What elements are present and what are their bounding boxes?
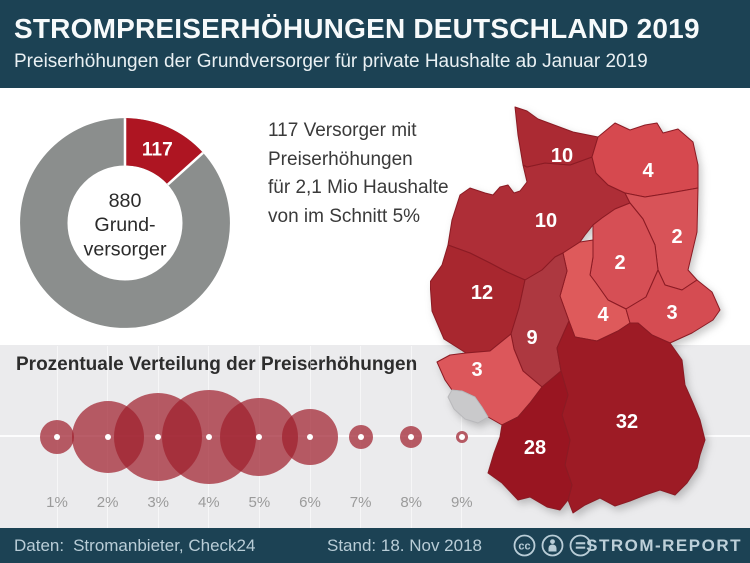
footer: Daten: Stromanbieter, Check24 Stand: 18. … bbox=[0, 528, 750, 563]
summary-line: von im Schnitt 5% bbox=[268, 205, 421, 227]
summary-line: 117 Versorger mit bbox=[268, 120, 417, 141]
donut-highlight-segment bbox=[125, 118, 203, 185]
state-saarland bbox=[447, 389, 489, 424]
bubble-center-dot bbox=[155, 434, 162, 440]
bubble-center-dot bbox=[256, 434, 263, 440]
axis-label-5%: 5% bbox=[248, 494, 271, 511]
state-rheinland-pfalz bbox=[436, 333, 543, 426]
data-date: Stand: 18. Nov 2018 bbox=[327, 536, 483, 555]
bubble-center-dot bbox=[307, 434, 313, 440]
bubble-center-dot bbox=[408, 434, 415, 440]
license-icons: cc bbox=[513, 534, 592, 557]
distribution-title: Prozentuale Verteilung der Preiserhöhung… bbox=[16, 354, 418, 375]
bubble-center-dot bbox=[205, 434, 212, 440]
state-mecklenburg-vorpommern bbox=[591, 122, 699, 198]
data-source-label: Daten: bbox=[14, 536, 65, 555]
axis-label-4%: 4% bbox=[197, 494, 220, 511]
page-title: STROMPREISERHÖHUNGEN DEUTSCHLAND 2019 bbox=[14, 13, 700, 44]
state-schleswig-holstein bbox=[514, 106, 599, 168]
state-value-bayern: 32 bbox=[616, 411, 638, 433]
state-value-sachsen-anhalt: 2 bbox=[614, 252, 625, 274]
bubble-center-dot bbox=[357, 434, 364, 440]
donut-center-label-1: Grund- bbox=[94, 214, 155, 236]
axis-label-3%: 3% bbox=[147, 494, 170, 511]
summary-line: für 2,1 Mio Haushalte bbox=[268, 177, 449, 198]
state-value-nordrhein-westfalen: 12 bbox=[471, 282, 493, 304]
state-baden-wuerttemberg bbox=[487, 370, 573, 511]
bubble-center-dot bbox=[104, 434, 111, 440]
germany-map: 10 10 4 2 2 12 4 3 9 3 32 28 bbox=[430, 106, 721, 514]
summary-line: Preiserhöhungen bbox=[268, 148, 413, 170]
state-value-mecklenburg-vorpommern: 4 bbox=[642, 160, 654, 182]
state-value-brandenburg: 2 bbox=[671, 226, 682, 248]
donut-center-label-2: versorger bbox=[83, 238, 166, 260]
no-derivatives-icon bbox=[569, 534, 592, 557]
svg-text:cc: cc bbox=[518, 541, 530, 553]
axis-label-7%: 7% bbox=[349, 494, 372, 511]
header: STROMPREISERHÖHUNGEN DEUTSCHLAND 2019 Pr… bbox=[0, 0, 750, 88]
state-value-baden-wuerttemberg: 28 bbox=[524, 437, 546, 459]
bubble-center-dot bbox=[54, 434, 60, 440]
state-value-schleswig-holstein: 10 bbox=[551, 145, 573, 167]
bubble-center-dot bbox=[458, 434, 465, 440]
donut-segment-value: 117 bbox=[142, 139, 173, 160]
segment-separator bbox=[123, 118, 204, 186]
axis-label-9%: 9% bbox=[450, 494, 473, 511]
state-value-thueringen: 4 bbox=[597, 304, 609, 326]
brand-wordmark: STROM-REPORT bbox=[586, 536, 742, 555]
axis-label-2%: 2% bbox=[96, 494, 119, 511]
axis-label-6%: 6% bbox=[299, 494, 321, 511]
state-value-hessen: 9 bbox=[526, 327, 537, 349]
donut-chart: 117 880 Grund- versorger bbox=[20, 118, 230, 328]
data-source-value: Stromanbieter, Check24 bbox=[73, 536, 256, 555]
axis-label-8%: 8% bbox=[400, 494, 423, 511]
state-value-sachsen: 3 bbox=[666, 302, 677, 324]
bubble-axis-line bbox=[0, 435, 750, 437]
donut-center-value: 880 bbox=[109, 190, 142, 212]
attribution-icon bbox=[541, 534, 564, 557]
state-value-rheinland-pfalz: 3 bbox=[471, 359, 482, 381]
data-source: Daten: Stromanbieter, Check24 bbox=[14, 528, 255, 563]
page-subtitle: Preiserhöhungen der Grundversorger für p… bbox=[14, 51, 648, 72]
axis-label-1%: 1% bbox=[46, 494, 68, 511]
cc-icon: cc bbox=[513, 534, 536, 557]
summary-text: 117 Versorger mit Preiserhöhungen für 2,… bbox=[268, 117, 468, 231]
state-value-niedersachsen: 10 bbox=[535, 210, 557, 232]
